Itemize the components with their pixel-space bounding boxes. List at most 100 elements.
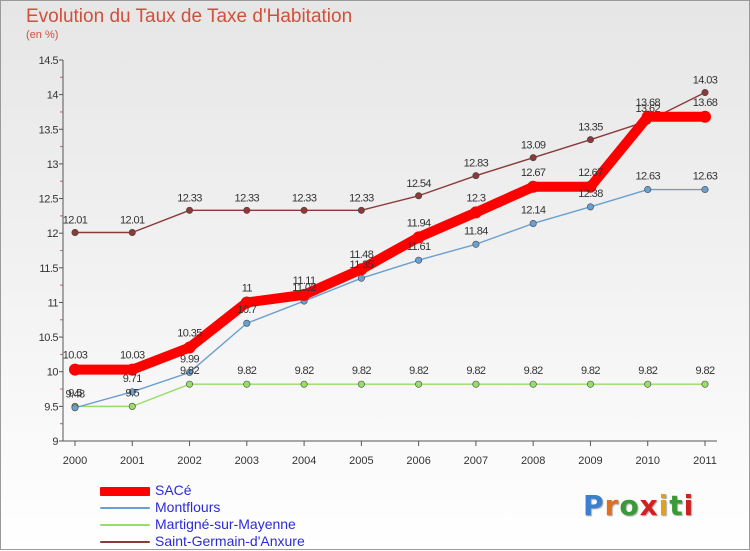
- data-point-sace: [355, 263, 368, 276]
- data-label-martigne-sur-mayenne: 9.82: [524, 365, 543, 377]
- data-point-montflours: [701, 186, 709, 194]
- data-point-sace: [183, 341, 196, 354]
- logo-letter: i: [658, 489, 670, 522]
- data-label-saint-germain-d-anxure: 12.33: [349, 192, 374, 204]
- data-label-saint-germain-d-anxure: 12.83: [464, 158, 489, 170]
- data-label-saint-germain-d-anxure: 12.33: [235, 192, 260, 204]
- logo-letter: P: [583, 489, 605, 522]
- data-label-saint-germain-d-anxure: 12.01: [120, 214, 145, 226]
- logo-letter: t: [669, 489, 684, 522]
- data-point-martigne-sur-mayenne: [701, 380, 709, 388]
- legend-swatch: [100, 541, 150, 543]
- data-label-montflours: 9.71: [123, 373, 142, 385]
- data-label-montflours: 11.84: [464, 225, 488, 237]
- x-tick-label: 2002: [177, 455, 201, 467]
- x-tick-label: 2000: [63, 455, 87, 467]
- series-layer: [69, 89, 711, 412]
- data-point-sace: [240, 296, 253, 309]
- x-tick-label: 2006: [406, 455, 430, 467]
- data-label-montflours: 11.02: [292, 282, 316, 294]
- axes: 9 9.5 10 10.5 11 11.5 12 12.5 13 13.5 14 14.5 2000 20…: [39, 55, 717, 467]
- data-label-martigne-sur-mayenne: 9.82: [295, 365, 314, 377]
- chart-title: Evolution du Taux de Taxe d'Habitation: [26, 6, 353, 27]
- data-label-montflours: 12.38: [578, 188, 603, 200]
- data-label-sace: 12.67: [578, 167, 603, 179]
- data-label-saint-germain-d-anxure: 12.01: [63, 214, 88, 226]
- data-label-martigne-sur-mayenne: 9.82: [466, 365, 485, 377]
- x-tick-label: 2009: [578, 455, 602, 467]
- chart-subtitle: (en %): [26, 29, 59, 41]
- data-label-martigne-sur-mayenne: 9.82: [638, 365, 657, 377]
- data-point-montflours: [472, 240, 480, 248]
- data-label-montflours: 11.61: [407, 241, 431, 253]
- data-label-sace: 11.48: [350, 249, 374, 261]
- data-label-sace: 13.68: [693, 97, 718, 109]
- data-point-martigne-sur-mayenne: [415, 380, 423, 388]
- legend-label: Martigné-sur-Mayenne: [155, 516, 296, 532]
- data-label-martigne-sur-mayenne: 9.82: [409, 365, 428, 377]
- data-label-sace: 11.94: [407, 217, 431, 229]
- y-tick-label: 11: [48, 297, 59, 309]
- y-tick-label: 13: [47, 159, 59, 171]
- data-point-saint-germain-d-anxure: [701, 89, 709, 97]
- x-tick-label: 2001: [120, 455, 144, 467]
- data-label-martigne-sur-mayenne: 9.5: [68, 387, 82, 399]
- data-label-saint-germain-d-anxure: 13.62: [635, 103, 660, 115]
- data-label-martigne-sur-mayenne: 9.5: [126, 387, 140, 399]
- data-point-sace: [126, 363, 139, 376]
- data-label-martigne-sur-mayenne: 9.82: [352, 365, 371, 377]
- data-point-montflours: [529, 219, 537, 227]
- logo-letter: o: [619, 489, 640, 522]
- data-point-saint-germain-d-anxure: [186, 206, 194, 214]
- data-label-montflours: 12.63: [693, 171, 718, 183]
- data-point-montflours: [128, 388, 136, 396]
- y-tick-label: 12: [47, 228, 59, 240]
- data-point-martigne-sur-mayenne: [472, 380, 480, 388]
- data-label-sace: 10.03: [63, 350, 88, 362]
- data-point-sace: [699, 110, 711, 123]
- data-label-montflours: 12.14: [521, 204, 546, 216]
- data-label-sace: 11.11: [293, 275, 316, 287]
- data-label-montflours: 11.35: [350, 259, 374, 271]
- data-label-martigne-sur-mayenne: 9.82: [581, 365, 600, 377]
- data-label-martigne-sur-mayenne: 9.82: [237, 365, 256, 377]
- legend-swatch: [100, 507, 150, 509]
- x-tick-label: 2004: [292, 455, 316, 467]
- proxiti-logo: Proxiti: [583, 489, 694, 522]
- data-label-martigne-sur-mayenne: 9.82: [695, 365, 714, 377]
- data-label-sace: 12.3: [466, 192, 485, 204]
- x-tick-label: 2011: [693, 455, 717, 467]
- data-label-montflours: 9.99: [180, 353, 199, 365]
- data-point-martigne-sur-mayenne: [357, 380, 365, 388]
- data-label-saint-germain-d-anxure: 13.35: [578, 122, 603, 134]
- data-point-montflours: [186, 368, 194, 376]
- legend-label: Saint-Germain-d'Anxure: [155, 533, 305, 549]
- data-point-saint-germain-d-anxure: [415, 192, 423, 200]
- data-point-martigne-sur-mayenne: [300, 380, 308, 388]
- data-point-saint-germain-d-anxure: [300, 206, 308, 214]
- data-label-saint-germain-d-anxure: 13.09: [521, 140, 546, 152]
- data-point-sace: [412, 231, 425, 244]
- series-line-sace: [70, 111, 710, 375]
- legend-swatch: [100, 486, 150, 496]
- data-label-sace: 11: [242, 282, 253, 294]
- data-point-sace: [69, 363, 81, 376]
- data-point-sace: [641, 110, 654, 123]
- data-point-sace: [584, 180, 597, 193]
- y-tick-label: 11.5: [39, 263, 58, 275]
- data-label-saint-germain-d-anxure: 14.03: [693, 75, 718, 87]
- data-label-saint-germain-d-anxure: 12.33: [292, 192, 317, 204]
- series-line-montflours: [74, 188, 706, 409]
- data-point-saint-germain-d-anxure: [529, 154, 537, 162]
- data-point-montflours: [586, 203, 594, 211]
- series-line-saint-germain-d-anxure: [74, 91, 706, 234]
- data-point-saint-germain-d-anxure: [472, 172, 480, 180]
- data-labels-layer: 9.5 9.5 9.82 9.82 9.82 9.82 9.82 9.82 9.82 9.82 9.…: [63, 75, 719, 401]
- data-label-saint-germain-d-anxure: 12.54: [406, 178, 431, 190]
- y-tick-label: 14: [47, 90, 59, 102]
- data-point-martigne-sur-mayenne: [644, 380, 652, 388]
- data-label-sace: 13.68: [635, 97, 660, 109]
- y-tick-label: 10.5: [39, 332, 59, 344]
